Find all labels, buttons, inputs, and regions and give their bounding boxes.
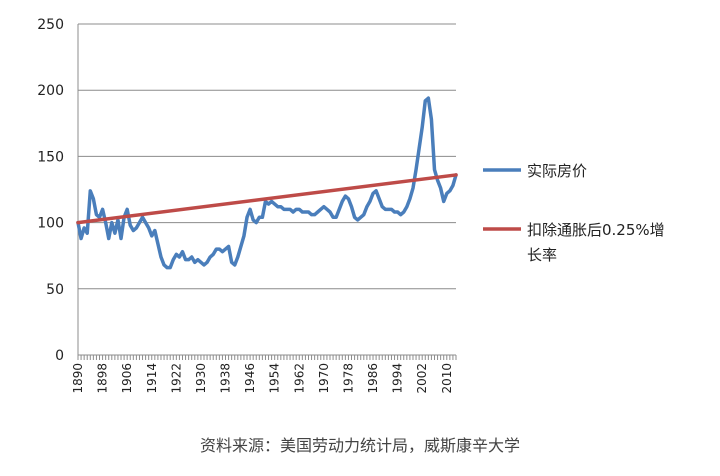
x-tick-label: 1914 <box>145 363 159 394</box>
x-tick-label: 1978 <box>341 363 355 394</box>
x-tick-label: 1970 <box>317 363 331 394</box>
x-tick-label: 1994 <box>391 363 405 394</box>
x-tick-label: 1898 <box>96 363 110 394</box>
series-line-trend <box>76 173 458 225</box>
axes: 0 50 100 150 200 250 1890 1898 1906 1914 1922 1930 1… <box>37 17 457 394</box>
legend-label-real-house-price: 实际房价 <box>527 162 587 180</box>
x-tick-label: 1906 <box>120 363 134 394</box>
series-layer <box>76 96 458 270</box>
x-tick-label: 1954 <box>268 363 282 394</box>
y-tick-label: 150 <box>37 149 64 165</box>
y-tick-label: 250 <box>37 17 64 33</box>
source-note: 资料来源：美国劳动力统计局，威斯康辛大学 <box>200 436 520 455</box>
x-tick-label: 1986 <box>366 363 380 394</box>
x-tick-label: 1946 <box>243 363 257 394</box>
y-tick-label: 0 <box>55 348 64 364</box>
x-tick-label: 1930 <box>194 363 208 394</box>
legend-label-trend: 扣除通胀后0.25%增长率 <box>527 221 665 264</box>
x-tick-label: 2002 <box>415 363 429 394</box>
y-tick-label: 200 <box>37 83 64 99</box>
x-tick-label: 2010 <box>440 363 454 394</box>
y-tick-label: 50 <box>46 282 64 298</box>
x-tick-label: 1962 <box>292 363 306 394</box>
grid <box>78 23 456 290</box>
y-tick-label: 100 <box>37 216 64 232</box>
series-line-real-house-price <box>76 96 458 270</box>
x-tick-label: 1890 <box>71 363 85 394</box>
x-tick-label: 1922 <box>169 363 183 394</box>
x-tick-label: 1938 <box>219 363 233 394</box>
